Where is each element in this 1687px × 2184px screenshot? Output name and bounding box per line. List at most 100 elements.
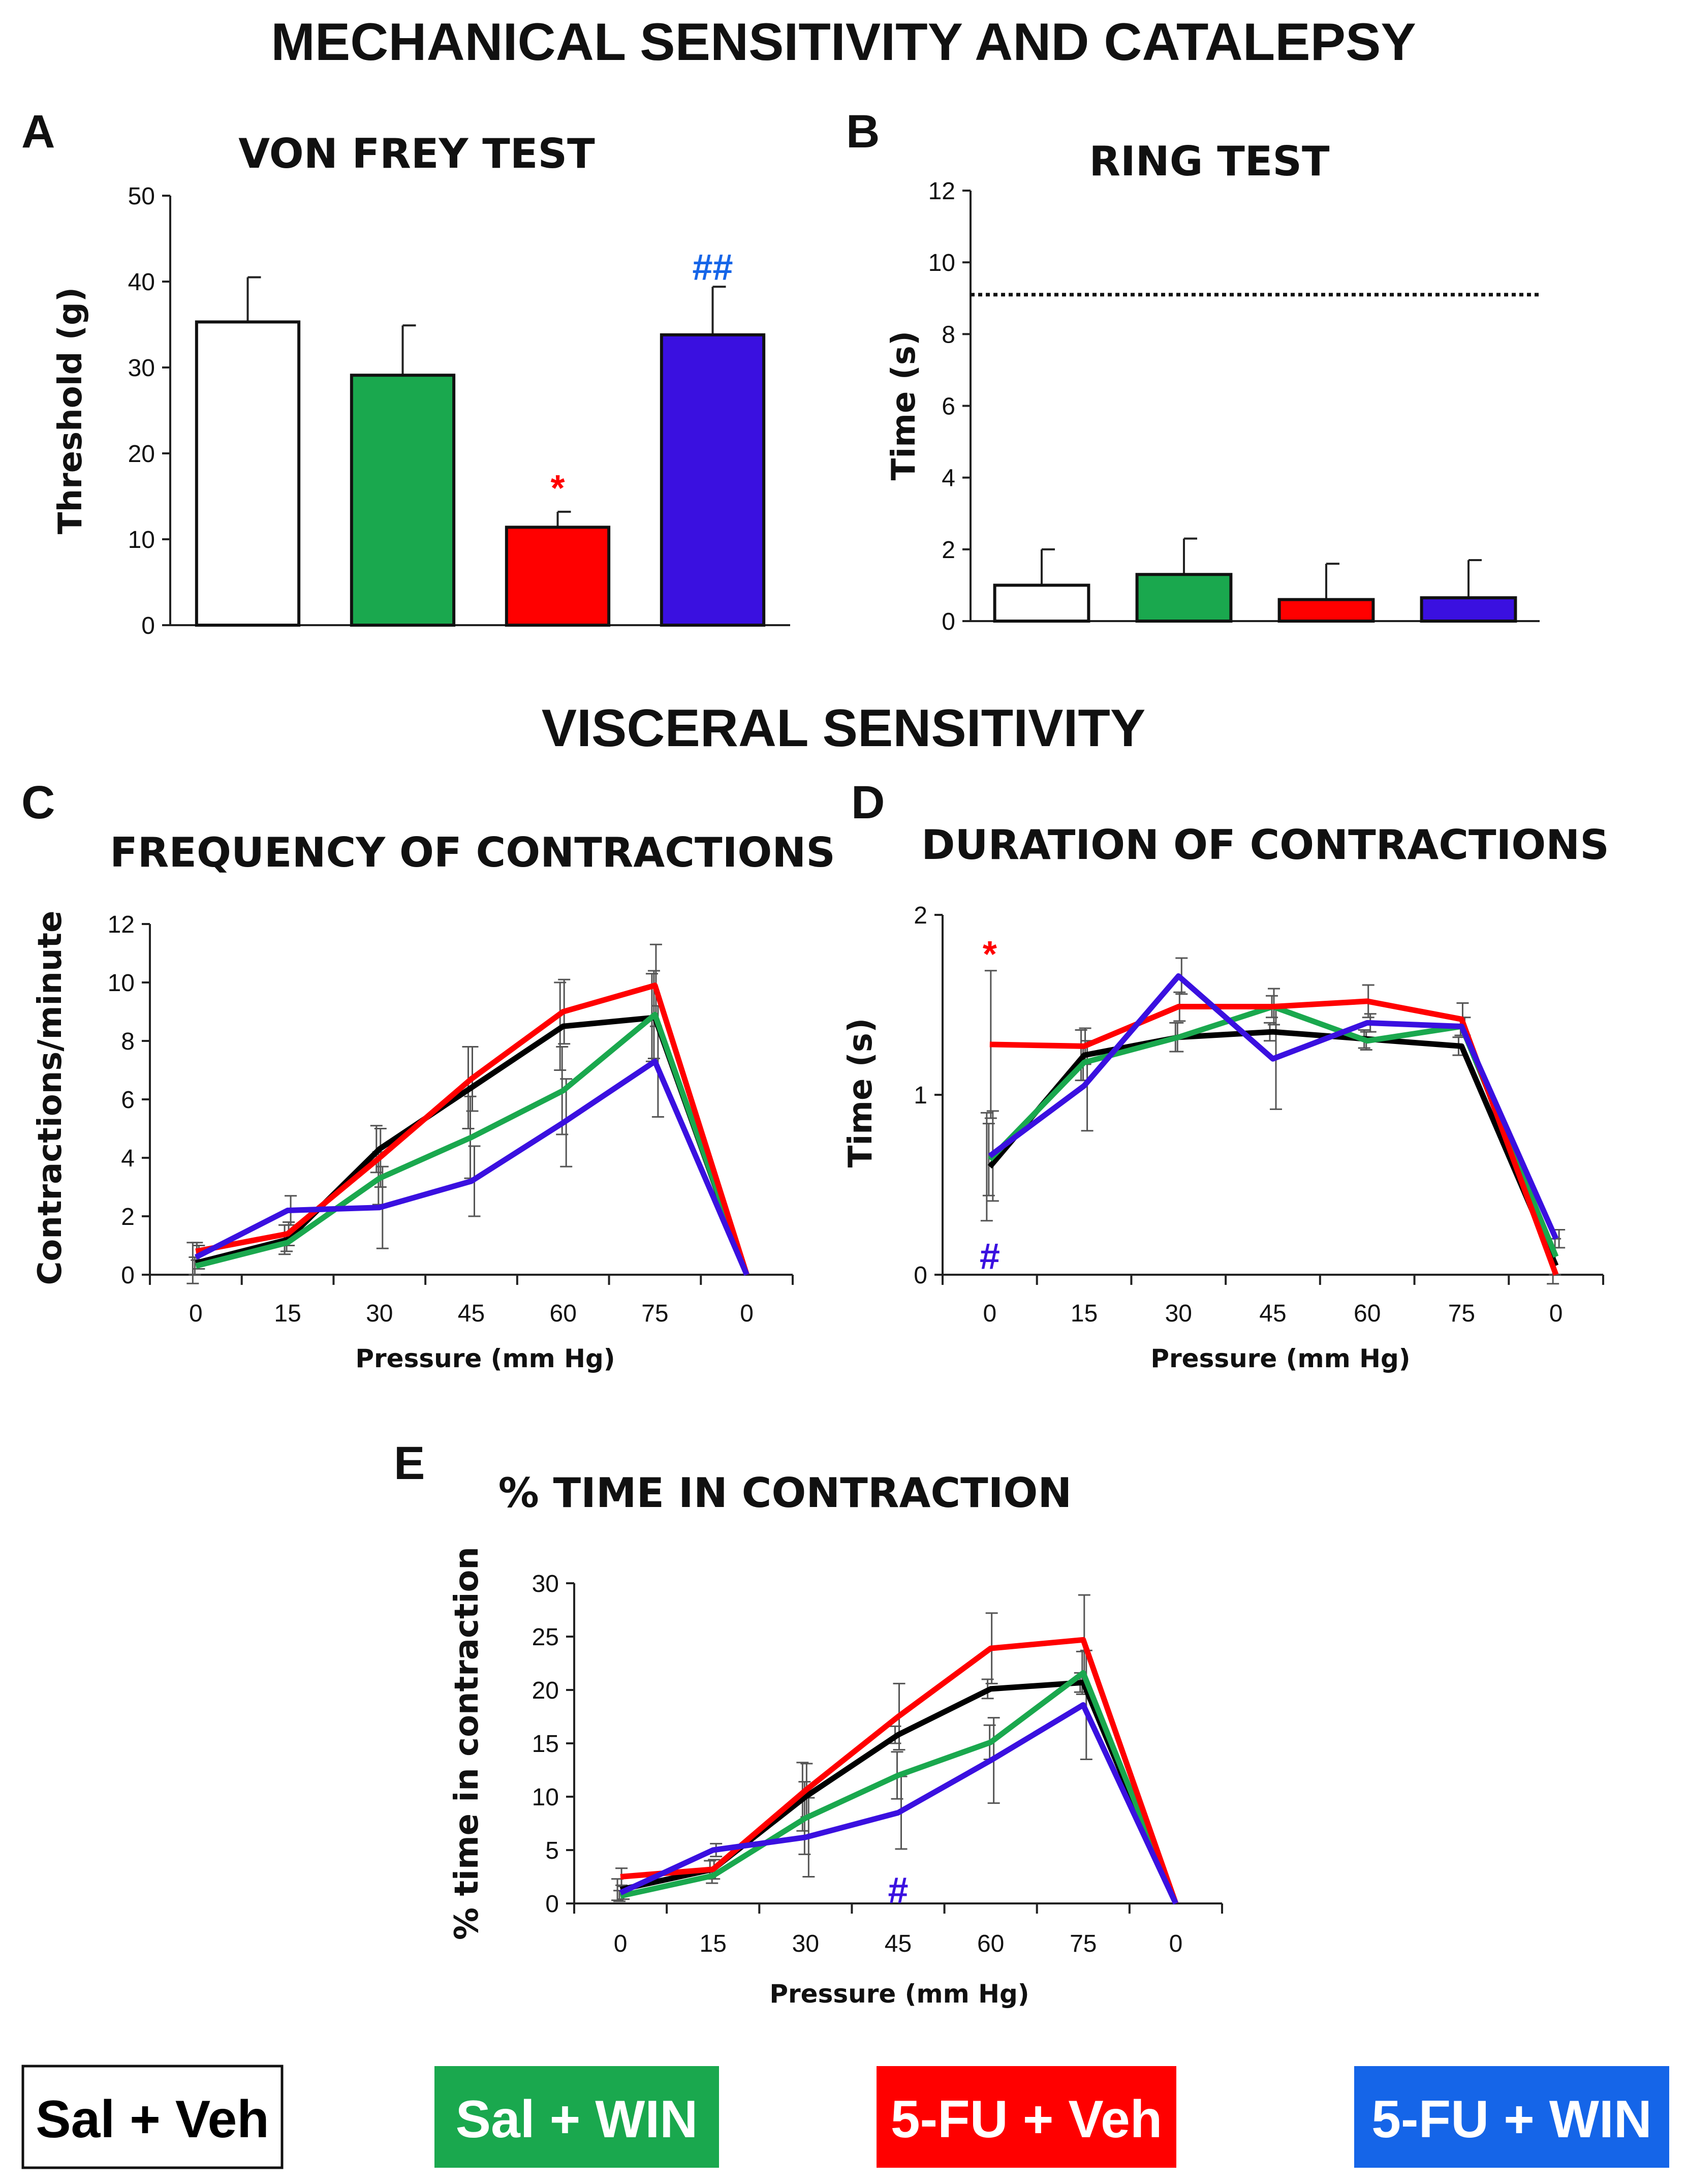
y-tick-label: 30 bbox=[128, 355, 155, 382]
series-line-5-fu-win bbox=[194, 1058, 749, 1276]
y-tick-label: 5 bbox=[545, 1837, 559, 1864]
legend: Sal + Veh Sal + WIN 5-FU + Veh 5-FU + WIN bbox=[21, 2065, 1669, 2169]
x-tick-label: 30 bbox=[792, 1930, 819, 1957]
y-tick-label: 0 bbox=[914, 1262, 927, 1289]
panel-letter: E bbox=[394, 1437, 425, 1489]
significance-marker: * bbox=[550, 468, 565, 509]
legend-box-sal-win bbox=[434, 2066, 719, 2168]
x-tick-label: 15 bbox=[274, 1300, 301, 1327]
panel-e-time-in-contraction-chart: E % TIME IN CONTRACTION % time in contract… bbox=[394, 1437, 1223, 2009]
chart-title: FREQUENCY OF CONTRACTIONS bbox=[110, 829, 835, 876]
y-tick-label: 20 bbox=[532, 1677, 559, 1704]
chart-title: RING TEST bbox=[1089, 138, 1330, 185]
significance-marker: * bbox=[983, 934, 997, 975]
x-tick-label: 0 bbox=[983, 1300, 997, 1327]
x-tick-label: 45 bbox=[458, 1300, 485, 1327]
x-tick-label: 15 bbox=[700, 1930, 727, 1957]
bar-5-fu-win bbox=[1420, 596, 1517, 623]
y-tick-label: 15 bbox=[532, 1731, 559, 1758]
panel-letter: B bbox=[846, 106, 880, 158]
y-tick-label: 6 bbox=[942, 393, 955, 420]
x-tick-label: 75 bbox=[1070, 1930, 1097, 1957]
bar-sal-win bbox=[1135, 573, 1233, 623]
y-tick-label: 4 bbox=[942, 465, 955, 492]
bar-sal-veh bbox=[993, 583, 1090, 623]
x-tick-label: 30 bbox=[366, 1300, 393, 1327]
x-tick-label: 60 bbox=[1354, 1300, 1381, 1327]
x-tick-label: 45 bbox=[885, 1930, 912, 1957]
series-line-5-fu-veh bbox=[195, 982, 749, 1276]
y-axis-label: Time (s) bbox=[885, 331, 923, 481]
y-tick-label: 4 bbox=[121, 1145, 135, 1172]
x-tick-label: 15 bbox=[1071, 1300, 1098, 1327]
chart-title: VON FREY TEST bbox=[238, 130, 595, 177]
series-line-sal-win bbox=[619, 1670, 1179, 1905]
y-tick-label: 50 bbox=[128, 183, 155, 210]
bar-5-fu-veh bbox=[1277, 598, 1375, 623]
legend-label: Sal + WIN bbox=[456, 2090, 698, 2149]
y-tick-label: 10 bbox=[928, 250, 955, 276]
bar-sal-veh bbox=[195, 320, 301, 627]
legend-box-sal-veh bbox=[21, 2065, 284, 2169]
y-tick-label: 2 bbox=[914, 902, 927, 929]
y-tick-label: 0 bbox=[545, 1891, 559, 1918]
bar-5-fu-veh bbox=[505, 526, 611, 627]
y-tick-label: 6 bbox=[121, 1087, 135, 1114]
x-tick-label: 30 bbox=[1165, 1300, 1192, 1327]
x-tick-label: 60 bbox=[550, 1300, 577, 1327]
y-axis-label: Contractions/minute bbox=[32, 910, 69, 1285]
x-tick-label: 0 bbox=[740, 1300, 754, 1327]
y-tick-label: 1 bbox=[914, 1082, 927, 1109]
panel-letter: A bbox=[21, 106, 55, 158]
y-tick-label: 20 bbox=[128, 441, 155, 468]
y-tick-label: 40 bbox=[128, 269, 155, 296]
series-line-5-fu-veh bbox=[989, 998, 1559, 1276]
panel-letter: D bbox=[851, 777, 885, 828]
legend-label: 5-FU + Veh bbox=[891, 2090, 1163, 2149]
series-line-sal-veh bbox=[987, 1029, 1559, 1267]
y-tick-label: 8 bbox=[942, 321, 955, 348]
bar-5-fu-win bbox=[660, 333, 766, 627]
x-tick-label: 0 bbox=[1549, 1300, 1563, 1327]
y-tick-label: 12 bbox=[108, 911, 135, 938]
chart-title: DURATION OF CONTRACTIONS bbox=[921, 821, 1609, 869]
significance-marker: ## bbox=[692, 248, 733, 288]
x-tick-label: 60 bbox=[977, 1930, 1004, 1957]
x-tick-label: 45 bbox=[1259, 1300, 1286, 1327]
y-axis-label: Threshold (g) bbox=[52, 287, 89, 534]
x-tick-label: 0 bbox=[189, 1300, 203, 1327]
y-tick-label: 2 bbox=[121, 1204, 135, 1231]
y-tick-label: 10 bbox=[108, 970, 135, 997]
series-line-5-fu-veh bbox=[620, 1637, 1179, 1904]
y-tick-label: 8 bbox=[121, 1028, 135, 1055]
y-tick-label: 10 bbox=[128, 527, 155, 553]
y-tick-label: 2 bbox=[942, 537, 955, 564]
bar-sal-win bbox=[350, 374, 456, 627]
significance-marker: # bbox=[980, 1237, 1000, 1277]
x-tick-label: 0 bbox=[614, 1930, 628, 1957]
x-tick-label: 75 bbox=[1448, 1300, 1475, 1327]
y-tick-label: 0 bbox=[141, 612, 155, 639]
x-tick-label: 75 bbox=[641, 1300, 668, 1327]
chart-title: % TIME IN CONTRACTION bbox=[498, 1469, 1072, 1517]
significance-marker: # bbox=[888, 1870, 908, 1911]
y-tick-label: 30 bbox=[532, 1571, 559, 1597]
y-tick-label: 25 bbox=[532, 1624, 559, 1651]
figure-title-top: MECHANICAL SENSITIVITY AND CATALEPSY bbox=[271, 13, 1416, 72]
y-tick-label: 12 bbox=[928, 178, 955, 205]
panel-a-von-frey-chart: A VON FREY TEST Threshold (g) 0 10 20 30 40 50 * #… bbox=[21, 106, 790, 639]
x-axis-label: Pressure (mm Hg) bbox=[1150, 1344, 1410, 1373]
x-tick-label: 0 bbox=[1169, 1930, 1183, 1957]
y-tick-label: 0 bbox=[942, 608, 955, 635]
panel-letter: C bbox=[21, 777, 55, 828]
y-axis-label: % time in contraction bbox=[448, 1547, 486, 1940]
y-tick-label: 0 bbox=[121, 1262, 135, 1289]
panel-c-frequency-chart: C FREQUENCY OF CONTRACTIONS Contractions/m… bbox=[21, 777, 835, 1373]
legend-box-5-fu-win bbox=[1354, 2066, 1669, 2168]
legend-label: Sal + Veh bbox=[36, 2090, 269, 2149]
legend-box-5-fu-veh bbox=[877, 2066, 1176, 2168]
panel-b-ring-test-chart: B RING TEST Time (s) 0 2 4 6 8 10 12 bbox=[846, 106, 1540, 635]
y-tick-label: 10 bbox=[532, 1784, 559, 1811]
series-line-5-fu-win bbox=[988, 973, 1559, 1240]
